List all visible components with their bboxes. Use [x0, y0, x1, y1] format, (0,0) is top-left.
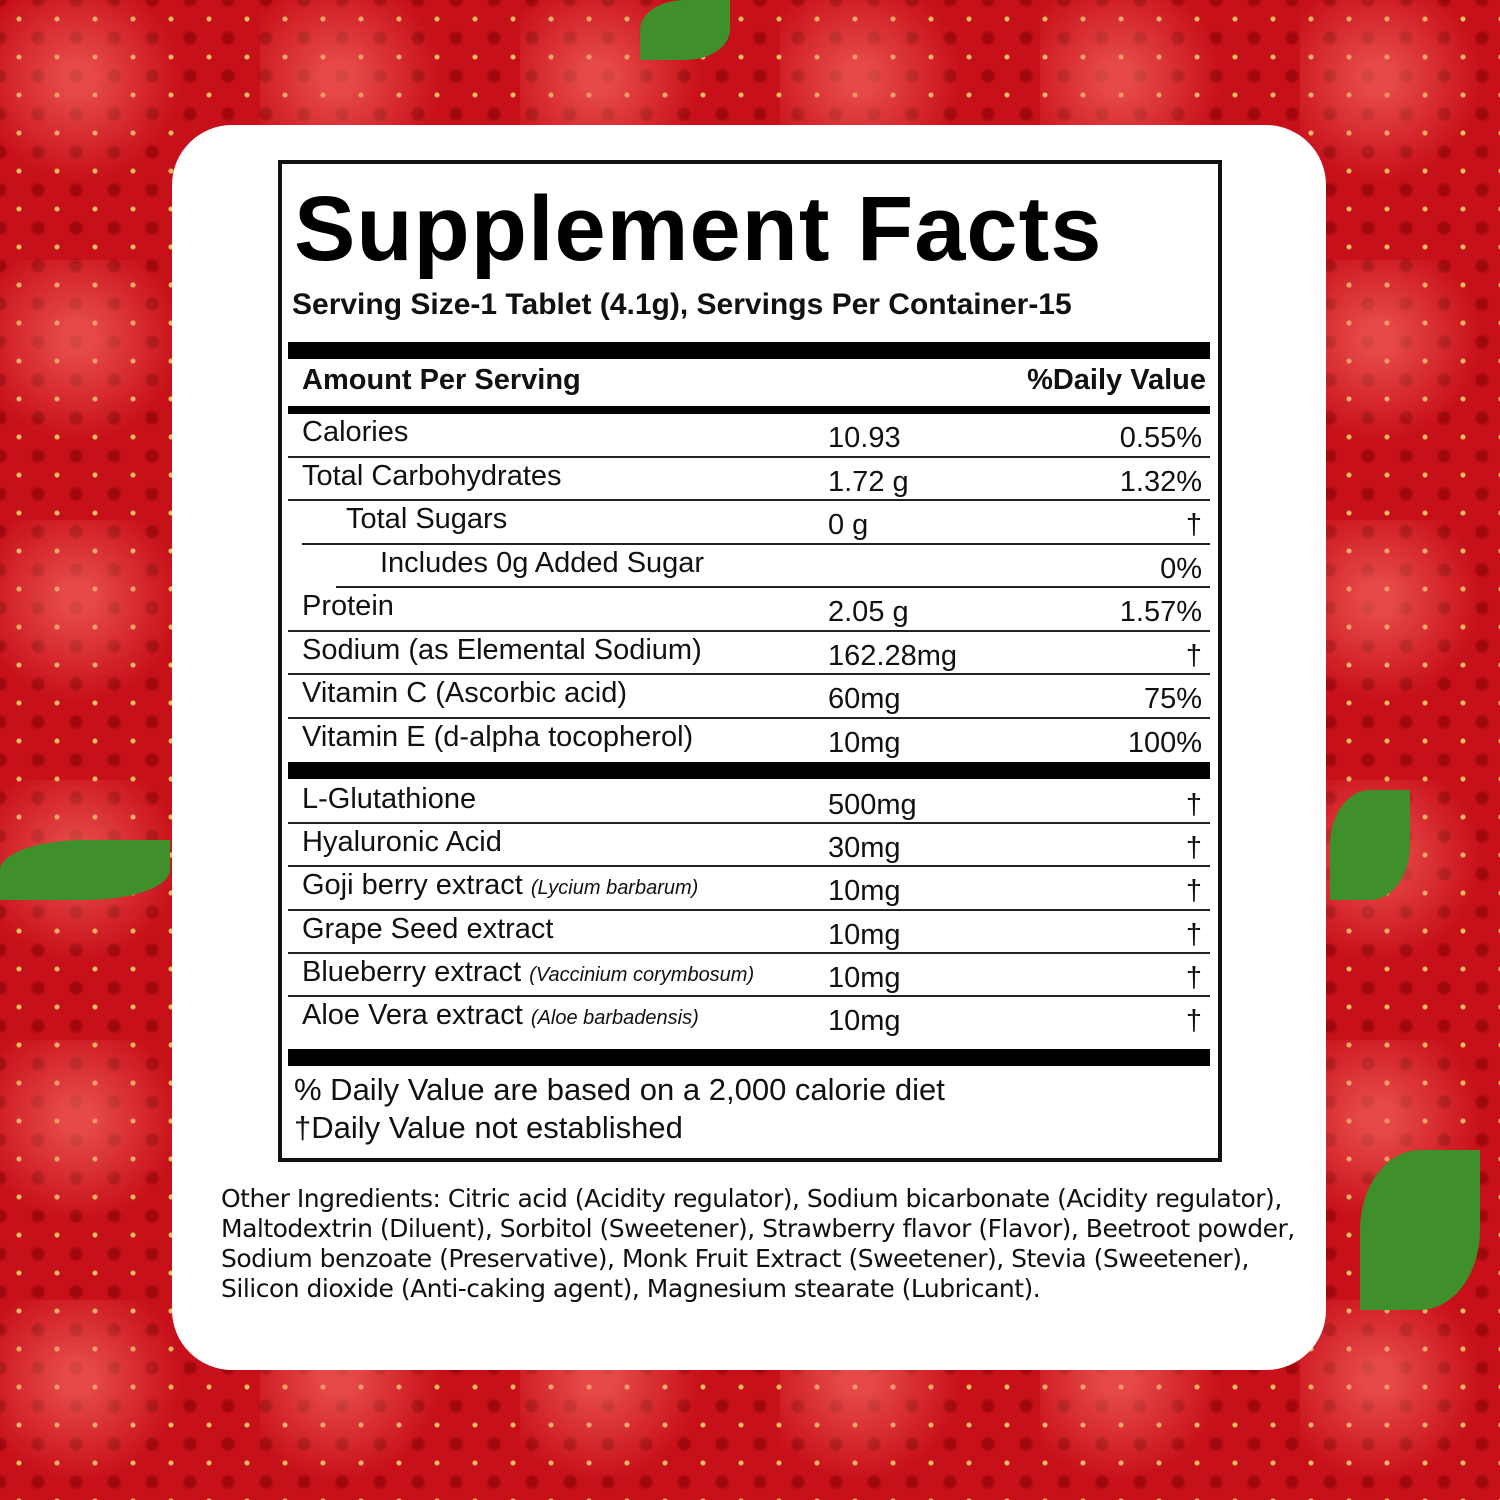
row-daily-value: 1.32% [1119, 465, 1202, 498]
table-row: Grape Seed extract 10mg † [288, 911, 1210, 954]
row-name: Total Carbohydrates [302, 460, 562, 493]
divider [288, 1049, 1210, 1066]
row-amount: 2.05 g [828, 596, 909, 628]
row-name: Sodium (as Elemental Sodium) [302, 634, 702, 667]
strawberry-leaf [1360, 1150, 1480, 1310]
row-name: Total Sugars [346, 503, 507, 536]
row-name: Protein [302, 590, 394, 623]
table-row: Aloe Vera extract (Aloe barbadensis) 10mg… [288, 997, 1210, 1038]
row-amount: 500mg [828, 789, 917, 821]
row-amount: 10mg [828, 918, 901, 951]
row-daily-value: 0% [1160, 552, 1202, 585]
row-daily-value: 0.55% [1119, 422, 1202, 454]
table-row: Protein 2.05 g 1.57% [288, 588, 1210, 632]
table-row: Total Sugars 0 g † [302, 501, 1210, 545]
name-text: Aloe Vera extract [302, 999, 523, 1031]
serving-info: Serving Size-1 Tablet (4.1g), Servings P… [292, 288, 1072, 321]
name-text: Protein [302, 590, 394, 622]
latin-name: (Lycium barbarum) [530, 877, 699, 900]
table-row: Total Carbohydrates 1.72 g 1.32% [288, 458, 1210, 501]
row-daily-value: 1.57% [1119, 596, 1202, 628]
strawberry-leaf [1330, 790, 1410, 900]
row-amount: 10mg [828, 1005, 901, 1037]
row-daily-value: † [1185, 961, 1202, 994]
panel-title: Supplement Facts [294, 178, 1103, 280]
row-name: Calories [302, 416, 408, 449]
row-amount: 162.28mg [828, 639, 957, 672]
table-row: Sodium (as Elemental Sodium) 162.28mg † [288, 632, 1210, 675]
row-amount: 10mg [828, 875, 901, 908]
table-row: Vitamin C (Ascorbic acid) 60mg 75% [288, 675, 1210, 719]
row-name: Vitamin E (d-alpha tocopherol) [302, 721, 693, 754]
strawberry-leaf [640, 0, 730, 60]
footnote-dagger: †Daily Value not established [294, 1110, 683, 1145]
table-row: L-Glutathione 500mg † [288, 781, 1210, 825]
name-text: Total Sugars [346, 503, 508, 535]
table-row: Calories 10.93 0.55% [288, 414, 1210, 458]
table-row: Blueberry extract (Vaccinium corymbosum)… [288, 954, 1210, 997]
table-row: Vitamin E (d-alpha tocopherol) 10mg 100% [288, 719, 1210, 761]
table-row: Includes 0g Added Sugar 0% [336, 545, 1210, 588]
row-amount: 60mg [828, 683, 901, 715]
row-daily-value: † [1185, 509, 1202, 541]
row-amount: 10mg [828, 726, 901, 759]
divider [288, 406, 1210, 414]
row-daily-value: 100% [1127, 726, 1202, 759]
row-daily-value: † [1185, 639, 1202, 672]
row-name: L-Glutathione [302, 783, 476, 816]
other-ingredients: Other Ingredients: Citric acid (Acidity … [221, 1184, 1295, 1303]
row-name: Vitamin C (Ascorbic acid) [302, 677, 627, 710]
row-name: Aloe Vera extract (Aloe barbadensis) [302, 999, 699, 1032]
row-amount: 30mg [828, 832, 901, 865]
row-daily-value: † [1185, 832, 1202, 865]
name-text: Hyaluronic Acid [302, 826, 502, 859]
row-name: Includes 0g Added Sugar [380, 547, 704, 580]
row-name: Goji berry extract (Lycium barbarum) [302, 869, 698, 902]
latin-name: (Aloe barbadensis) [530, 1007, 699, 1029]
row-daily-value: † [1185, 789, 1202, 821]
row-daily-value: † [1185, 875, 1202, 908]
table-row: Goji berry extract (Lycium barbarum) 10mg… [288, 867, 1210, 911]
row-amount: 1.72 g [828, 465, 909, 498]
name-text: Sodium (as Elemental Sodium) [302, 633, 702, 666]
row-daily-value: † [1185, 1005, 1202, 1037]
name-text: Includes 0g Added Sugar [380, 546, 705, 579]
name-text: L-Glutathione [302, 783, 477, 815]
name-text: Vitamin E (d-alpha tocopherol) [302, 720, 694, 753]
latin-name: (Vaccinium corymbosum) [529, 963, 755, 986]
row-name: Grape Seed extract [302, 913, 553, 946]
name-text: Calories [302, 416, 409, 448]
amount-header: Amount Per Serving [302, 364, 581, 396]
row-amount: 10mg [828, 961, 901, 994]
row-daily-value: 75% [1143, 683, 1202, 715]
row-name: Hyaluronic Acid [302, 826, 502, 859]
name-text: Vitamin C (Ascorbic acid) [302, 677, 628, 709]
dv-header: %Daily Value [1027, 364, 1206, 396]
name-text: Total Carbohydrates [302, 459, 562, 492]
name-text: Goji berry extract [302, 869, 523, 902]
row-amount: 0 g [828, 509, 869, 541]
table-row: Hyaluronic Acid 30mg † [288, 824, 1210, 868]
divider [288, 342, 1210, 359]
supplement-facts-panel: Supplement Facts Serving Size-1 Tablet (… [278, 160, 1222, 1162]
row-amount: 10.93 [828, 422, 901, 454]
footnote-dv: % Daily Value are based on a 2,000 calor… [294, 1072, 945, 1107]
name-text: Blueberry extract [302, 955, 522, 988]
divider [288, 762, 1210, 779]
strawberry-leaf [0, 840, 170, 900]
name-text: Grape Seed extract [302, 912, 554, 945]
row-daily-value: † [1185, 918, 1202, 951]
row-name: Blueberry extract (Vaccinium corymbosum) [302, 956, 754, 989]
